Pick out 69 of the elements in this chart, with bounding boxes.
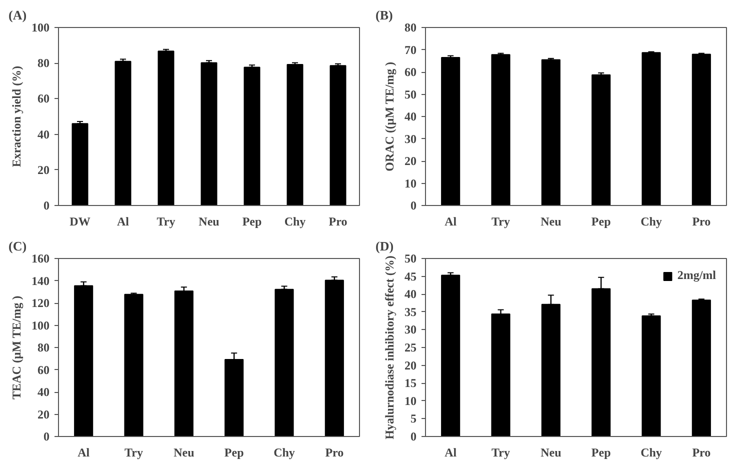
y-tick-label: 20: [38, 407, 50, 422]
x-tick-label: Al: [117, 214, 130, 228]
legend-label: 2mg/ml: [677, 268, 716, 283]
x-tick-label: Pro: [325, 446, 344, 460]
y-tick-label: 35: [404, 304, 416, 319]
y-tick-label: 30: [404, 132, 416, 146]
x-tick-label: Al: [444, 214, 458, 228]
chart-title: (B): [376, 8, 393, 22]
y-tick-label: 50: [404, 252, 416, 266]
x-tick-label: Chy: [284, 214, 306, 228]
chart-title: (D): [376, 238, 394, 254]
y-tick-label: 10: [404, 394, 416, 408]
x-tick-label: Pep: [242, 214, 262, 228]
y-axis-title: TEAC (μM TE/mg ): [10, 296, 24, 400]
y-tick-label: 5: [410, 412, 416, 426]
chart-title: (A): [8, 8, 27, 22]
y-tick-label: 40: [38, 127, 50, 142]
x-tick-label: Chy: [640, 446, 662, 460]
y-tick-label: 140: [32, 274, 50, 288]
y-tick-label: 100: [32, 20, 50, 34]
x-tick-label: Neu: [540, 446, 562, 460]
y-tick-label: 30: [404, 322, 416, 337]
x-tick-label: Al: [78, 446, 90, 460]
x-tick-label: Try: [156, 214, 176, 228]
y-axis-title: ORAC ((μM TE/mg ): [382, 62, 396, 172]
x-tick-label: Chy: [640, 214, 662, 228]
y-tick-label: 60: [404, 65, 416, 79]
x-tick-label: Try: [124, 446, 143, 460]
x-tick-label: Al: [444, 446, 458, 460]
y-axis-title: Exraction yield (%): [10, 66, 24, 168]
y-tick-label: 60: [38, 92, 50, 106]
y-tick-label: 20: [38, 162, 50, 177]
y-tick-label: 20: [404, 154, 416, 168]
y-tick-label: 0: [44, 198, 50, 212]
y-tick-label: 60: [38, 362, 50, 377]
y-tick-label: 160: [32, 252, 50, 266]
y-tick-label: 80: [38, 56, 50, 70]
x-tick-label: Pep: [591, 214, 612, 228]
x-tick-label: Pro: [328, 214, 348, 228]
x-tick-label: Neu: [198, 214, 220, 228]
y-tick-label: 45: [404, 269, 416, 284]
y-tick-label: 25: [404, 340, 416, 354]
y-tick-label: 10: [404, 176, 416, 190]
y-tick-label: 0: [410, 198, 416, 212]
y-tick-label: 80: [404, 20, 416, 34]
x-tick-label: Try: [492, 446, 510, 460]
x-tick-label: Chy: [274, 446, 295, 460]
x-tick-label: Neu: [540, 214, 562, 228]
y-tick-label: 80: [38, 340, 50, 354]
x-tick-label: Pep: [591, 446, 612, 460]
y-tick-label: 50: [404, 87, 416, 102]
y-tick-label: 40: [404, 287, 416, 302]
y-tick-label: 100: [32, 318, 50, 332]
x-tick-label: DW: [70, 214, 90, 228]
x-tick-label: Try: [492, 214, 510, 228]
y-tick-label: 0: [410, 430, 416, 444]
x-tick-label: Pro: [692, 446, 711, 460]
x-tick-label: Neu: [174, 446, 195, 460]
y-tick-label: 0: [44, 430, 50, 444]
chart-title: (C): [8, 238, 27, 254]
y-tick-label: 120: [32, 296, 50, 310]
y-tick-label: 70: [404, 42, 416, 57]
x-tick-label: Pro: [692, 214, 711, 228]
y-tick-label: 40: [404, 110, 416, 124]
y-axis-title: Hyalurnodiase inhibitory effect (%): [382, 256, 396, 440]
y-tick-label: 40: [38, 385, 50, 399]
y-tick-label: 20: [404, 358, 416, 372]
x-tick-label: Pep: [224, 446, 244, 460]
y-tick-label: 15: [404, 376, 416, 390]
